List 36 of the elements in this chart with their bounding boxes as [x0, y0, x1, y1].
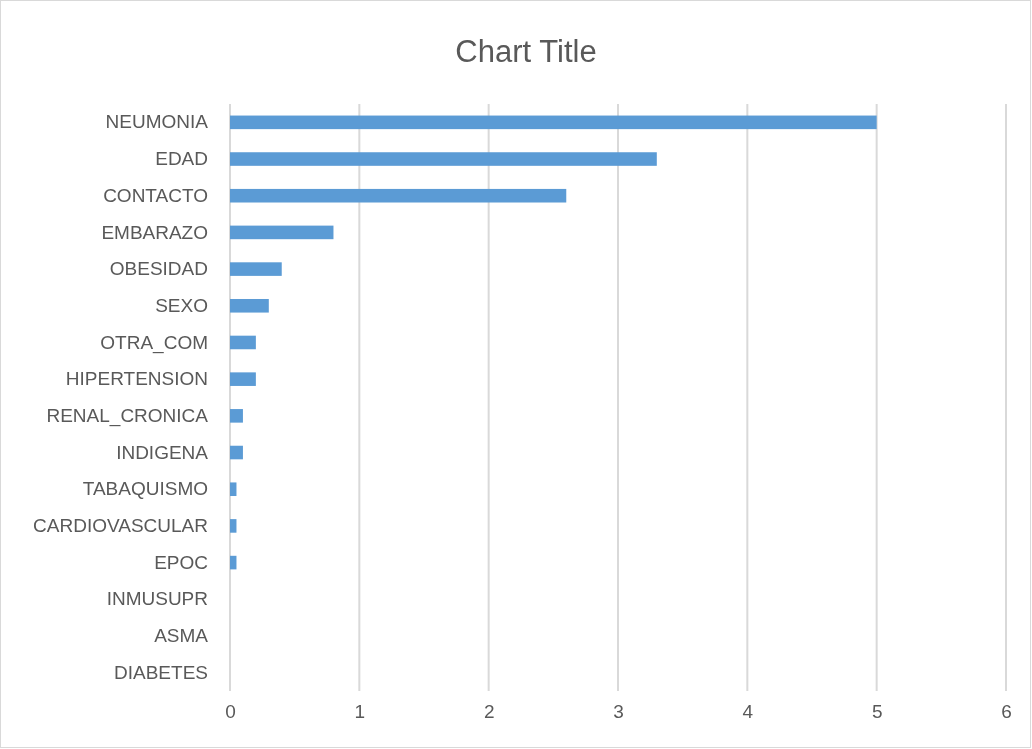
- y-tick-label: EDAD: [155, 148, 208, 170]
- bar: [230, 188, 567, 203]
- x-tick-label: 5: [871, 701, 883, 723]
- y-tick-label: ASMA: [154, 625, 209, 647]
- y-tick-label: INDIGENA: [116, 441, 209, 463]
- bar: [230, 225, 334, 240]
- bar: [230, 409, 243, 423]
- y-tick-label: DIABETES: [114, 661, 208, 683]
- y-tick-label: EPOC: [154, 551, 208, 573]
- y-tick-label: CONTACTO: [103, 184, 208, 206]
- x-tick-label: 4: [742, 701, 754, 723]
- bar: [230, 482, 237, 497]
- bar: [230, 519, 237, 533]
- bar: [230, 335, 256, 350]
- bar: [230, 115, 877, 130]
- bar: [230, 445, 243, 460]
- x-tick-label: 2: [483, 701, 495, 723]
- y-tick-label: HIPERTENSION: [65, 368, 208, 390]
- y-tick-label: CARDIOVASCULAR: [33, 514, 208, 536]
- bar: [230, 372, 256, 386]
- bar: [230, 298, 269, 313]
- y-tick-label: INMUSUPR: [106, 588, 208, 610]
- x-tick-label: 0: [225, 701, 236, 723]
- y-tick-label: EMBARAZO: [101, 221, 208, 243]
- bar: [230, 152, 657, 166]
- y-tick-label: TABAQUISMO: [82, 478, 208, 500]
- x-tick-label: 3: [613, 701, 624, 723]
- y-tick-label: RENAL_CRONICA: [46, 404, 209, 427]
- y-tick-label: SEXO: [155, 294, 208, 316]
- y-tick-label: OTRA_COM: [100, 331, 208, 354]
- x-tick-label: 6: [1001, 701, 1012, 723]
- x-tick-label: 1: [354, 701, 366, 723]
- y-tick-label: NEUMONIA: [105, 111, 209, 133]
- bar: [230, 262, 282, 276]
- y-tick-label: OBESIDAD: [109, 258, 208, 280]
- chart-title: Chart Title: [455, 34, 597, 69]
